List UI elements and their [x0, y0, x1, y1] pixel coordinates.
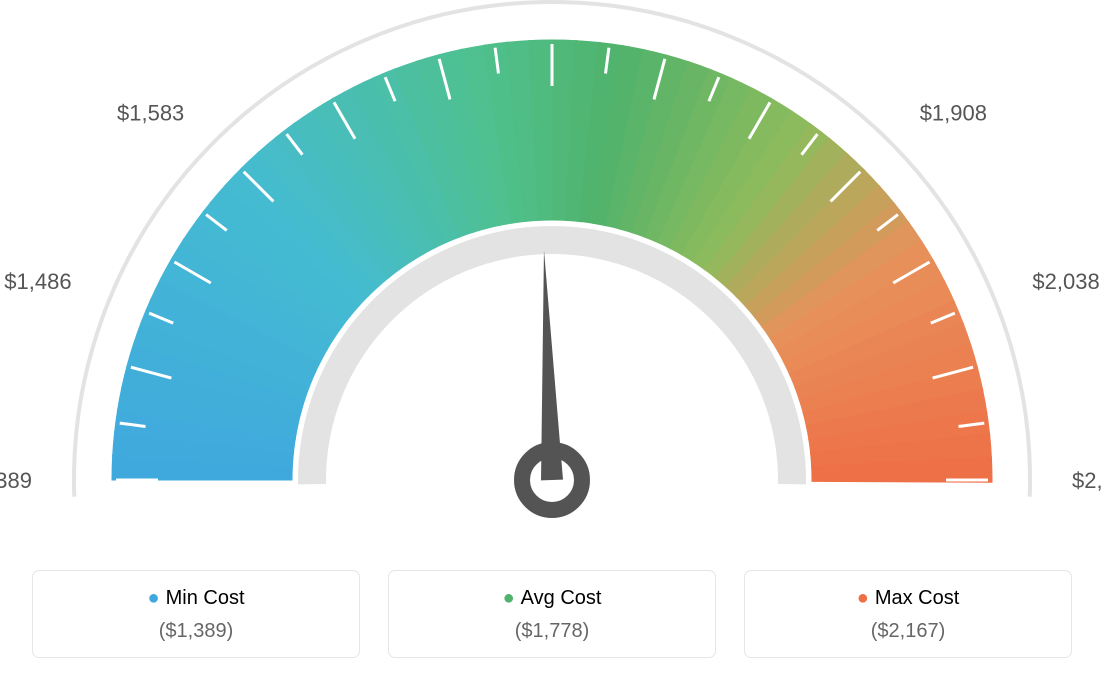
gauge-tick-label: $1,583: [117, 100, 184, 125]
legend-label: Max Cost: [875, 587, 959, 609]
dot-icon: ●: [148, 587, 160, 609]
legend-label: Min Cost: [166, 587, 245, 609]
gauge-tick-label: $2,167: [1072, 468, 1104, 493]
legend-value-min: ($1,389): [43, 620, 349, 643]
legend-label: Avg Cost: [521, 587, 602, 609]
legend-title-avg: ● Avg Cost: [399, 587, 705, 610]
legend-card-max: ● Max Cost ($2,167): [744, 570, 1072, 658]
legend-row: ● Min Cost ($1,389) ● Avg Cost ($1,778) ● M…: [32, 570, 1072, 658]
gauge-chart: $1,389$1,486$1,583$1,778$1,908$2,038$2,1…: [0, 0, 1104, 560]
gauge-tick-label: $1,486: [4, 269, 71, 294]
legend-value-max: ($2,167): [755, 620, 1061, 643]
legend-value-avg: ($1,778): [399, 620, 705, 643]
gauge-svg: $1,389$1,486$1,583$1,778$1,908$2,038$2,1…: [0, 0, 1104, 560]
dot-icon: ●: [857, 587, 869, 609]
legend-title-max: ● Max Cost: [755, 587, 1061, 610]
legend-title-min: ● Min Cost: [43, 587, 349, 610]
gauge-tick-label: $1,908: [920, 100, 987, 125]
dot-icon: ●: [503, 587, 515, 609]
legend-card-min: ● Min Cost ($1,389): [32, 570, 360, 658]
gauge-tick-label: $2,038: [1032, 269, 1099, 294]
gauge-tick-label: $1,389: [0, 468, 32, 493]
legend-card-avg: ● Avg Cost ($1,778): [388, 570, 716, 658]
